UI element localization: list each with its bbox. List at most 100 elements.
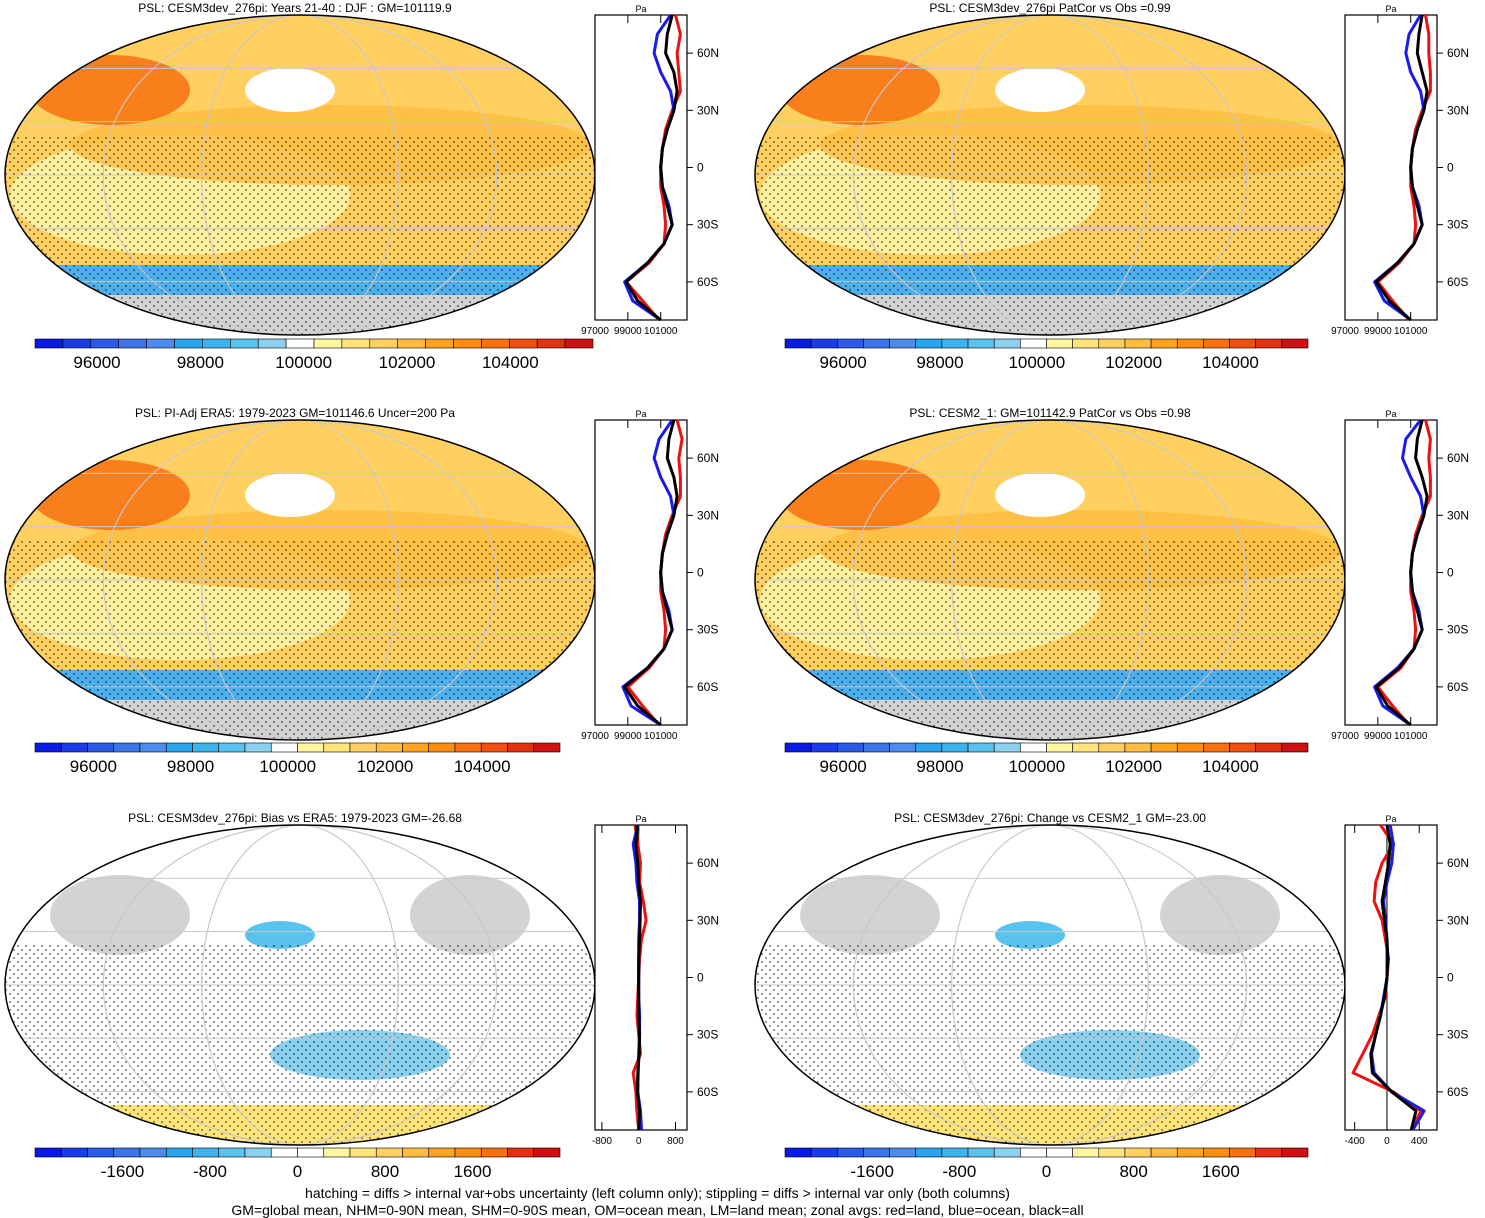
colorbar-tick-label: 100000 [275,353,332,372]
siberian-high [30,460,190,530]
colorbar-swatch [1072,338,1100,349]
profile-y-label: 0 [697,971,704,985]
profile-y-label: 60S [1447,1085,1468,1099]
colorbar-swatch [536,338,566,349]
profile-xlabel: Pa [1385,4,1396,14]
colorbar-swatch [1124,1147,1152,1158]
colorbar-swatch [402,1147,430,1158]
colorbar-tick-label: 800 [371,1162,399,1180]
colorbar-swatch [218,742,246,753]
colorbar-swatch [863,1147,890,1158]
map-field [755,420,1345,740]
colorbar-swatch [146,338,175,349]
profile-xlabel: Pa [1385,814,1396,824]
colorbar-tick-label: 102000 [1105,757,1162,776]
colorbar-swatch [139,1147,167,1158]
aleutian-low [995,473,1085,517]
colorbar-swatch [1046,338,1073,349]
colorbar-swatch [1098,742,1126,753]
profile-xlabel: Pa [635,4,646,14]
colorbar-swatch [1229,338,1257,349]
profile-y-label: 60S [697,680,718,694]
colorbar-swatch [993,1147,1021,1158]
colorbar-tick-label: 104000 [482,353,539,372]
colorbar-swatch [1124,338,1152,349]
profile-y-label: 60S [1447,275,1468,289]
colorbar-swatch [174,338,203,349]
aleutian-low [245,473,335,517]
colorbar-swatch [1281,742,1309,753]
colorbar-swatch [270,1147,298,1158]
profile-y-label: 60N [1447,856,1469,870]
stippling [5,540,595,740]
colorbar-swatch [480,1147,508,1158]
colorbar-tick-label: 104000 [454,757,511,776]
colorbar-tick-label: 100000 [1008,757,1065,776]
profile-y-label: 0 [697,161,704,175]
panel-title-p6: PSL: CESM3dev_276pi: Change vs CESM2_1 G… [894,811,1206,825]
colorbar-swatch [915,742,943,753]
land-mask-america [1160,875,1280,955]
colorbar-swatch [1020,338,1047,349]
profile-xlabel: Pa [635,409,646,419]
colorbar-swatch [784,1147,812,1158]
colorbar-swatch [34,742,62,753]
colorbar-swatch [244,1147,272,1158]
profile-y-label: 30S [1447,1028,1468,1042]
stippling [755,540,1345,740]
colorbar-tick-label: 800 [1119,1162,1147,1180]
profile-y-label: 30N [697,913,719,927]
colorbar-p1: 96000 98000 100000 102000 104000 [34,338,594,372]
stippling [755,945,1345,1145]
colorbar-swatch [1124,742,1152,753]
profile-frame [1344,419,1438,726]
colorbar-swatch [1255,1147,1283,1158]
profile-x-label: 99000 [1364,326,1392,337]
graticule-meridian [951,420,1149,740]
colorbar-swatch [113,1147,141,1158]
profile-x-label: 101000 [1394,731,1428,742]
graticule-meridian [852,15,1248,335]
colorbar-swatch [87,742,115,753]
colorbar-swatch [375,742,403,753]
colorbar-tick-label: -1600 [101,1162,144,1180]
profile-y-label: 0 [1447,566,1454,580]
profile-x-label: 97000 [1331,731,1359,742]
colorbar-swatch [836,1147,864,1158]
colorbar-swatch [836,742,864,753]
colorbar-swatch [1150,742,1178,753]
colorbar-swatch [1255,742,1283,753]
graticule-meridian [852,420,1248,740]
profile-y-label: 0 [1447,971,1454,985]
colorbar-tick-label: 104000 [1202,757,1259,776]
colorbar-swatch [202,338,231,349]
map-panel-p1 [4,14,596,336]
stippling [5,945,595,1145]
graticule-meridian [102,825,498,1145]
colorbar-swatch [481,338,510,349]
profile-y-label: 0 [1447,161,1454,175]
colorbar-p3: 96000 98000 100000 102000 104000 [34,742,561,776]
colorbar-tick-label: -1600 [850,1162,893,1180]
colorbar-swatch [192,1147,220,1158]
colorbar-swatch [341,338,371,349]
colorbar-swatch [425,338,454,349]
land-mask-eurasia [800,875,940,955]
colorbar-swatch [967,1147,995,1158]
profile-y-label: 60S [697,1085,718,1099]
colorbar-swatch [1203,742,1230,753]
colorbar-swatch [836,338,864,349]
colorbar-swatch [993,338,1021,349]
colorbar-swatch [1072,742,1100,753]
profile-x-label: 97000 [581,326,609,337]
panel-title-p2: PSL: CESM3dev_276pi PatCor vs Obs =0.99 [929,1,1170,15]
stippling [5,135,595,335]
aleutian-low [995,68,1085,112]
graticule-meridian [852,825,1248,1145]
colorbar-swatch [454,742,482,753]
colorbar-swatch [1150,1147,1178,1158]
profile-x-label: 99000 [614,326,642,337]
colorbar-swatch [1281,1147,1309,1158]
profile-x-label: 0 [636,1136,642,1147]
colorbar-swatch [62,338,92,349]
